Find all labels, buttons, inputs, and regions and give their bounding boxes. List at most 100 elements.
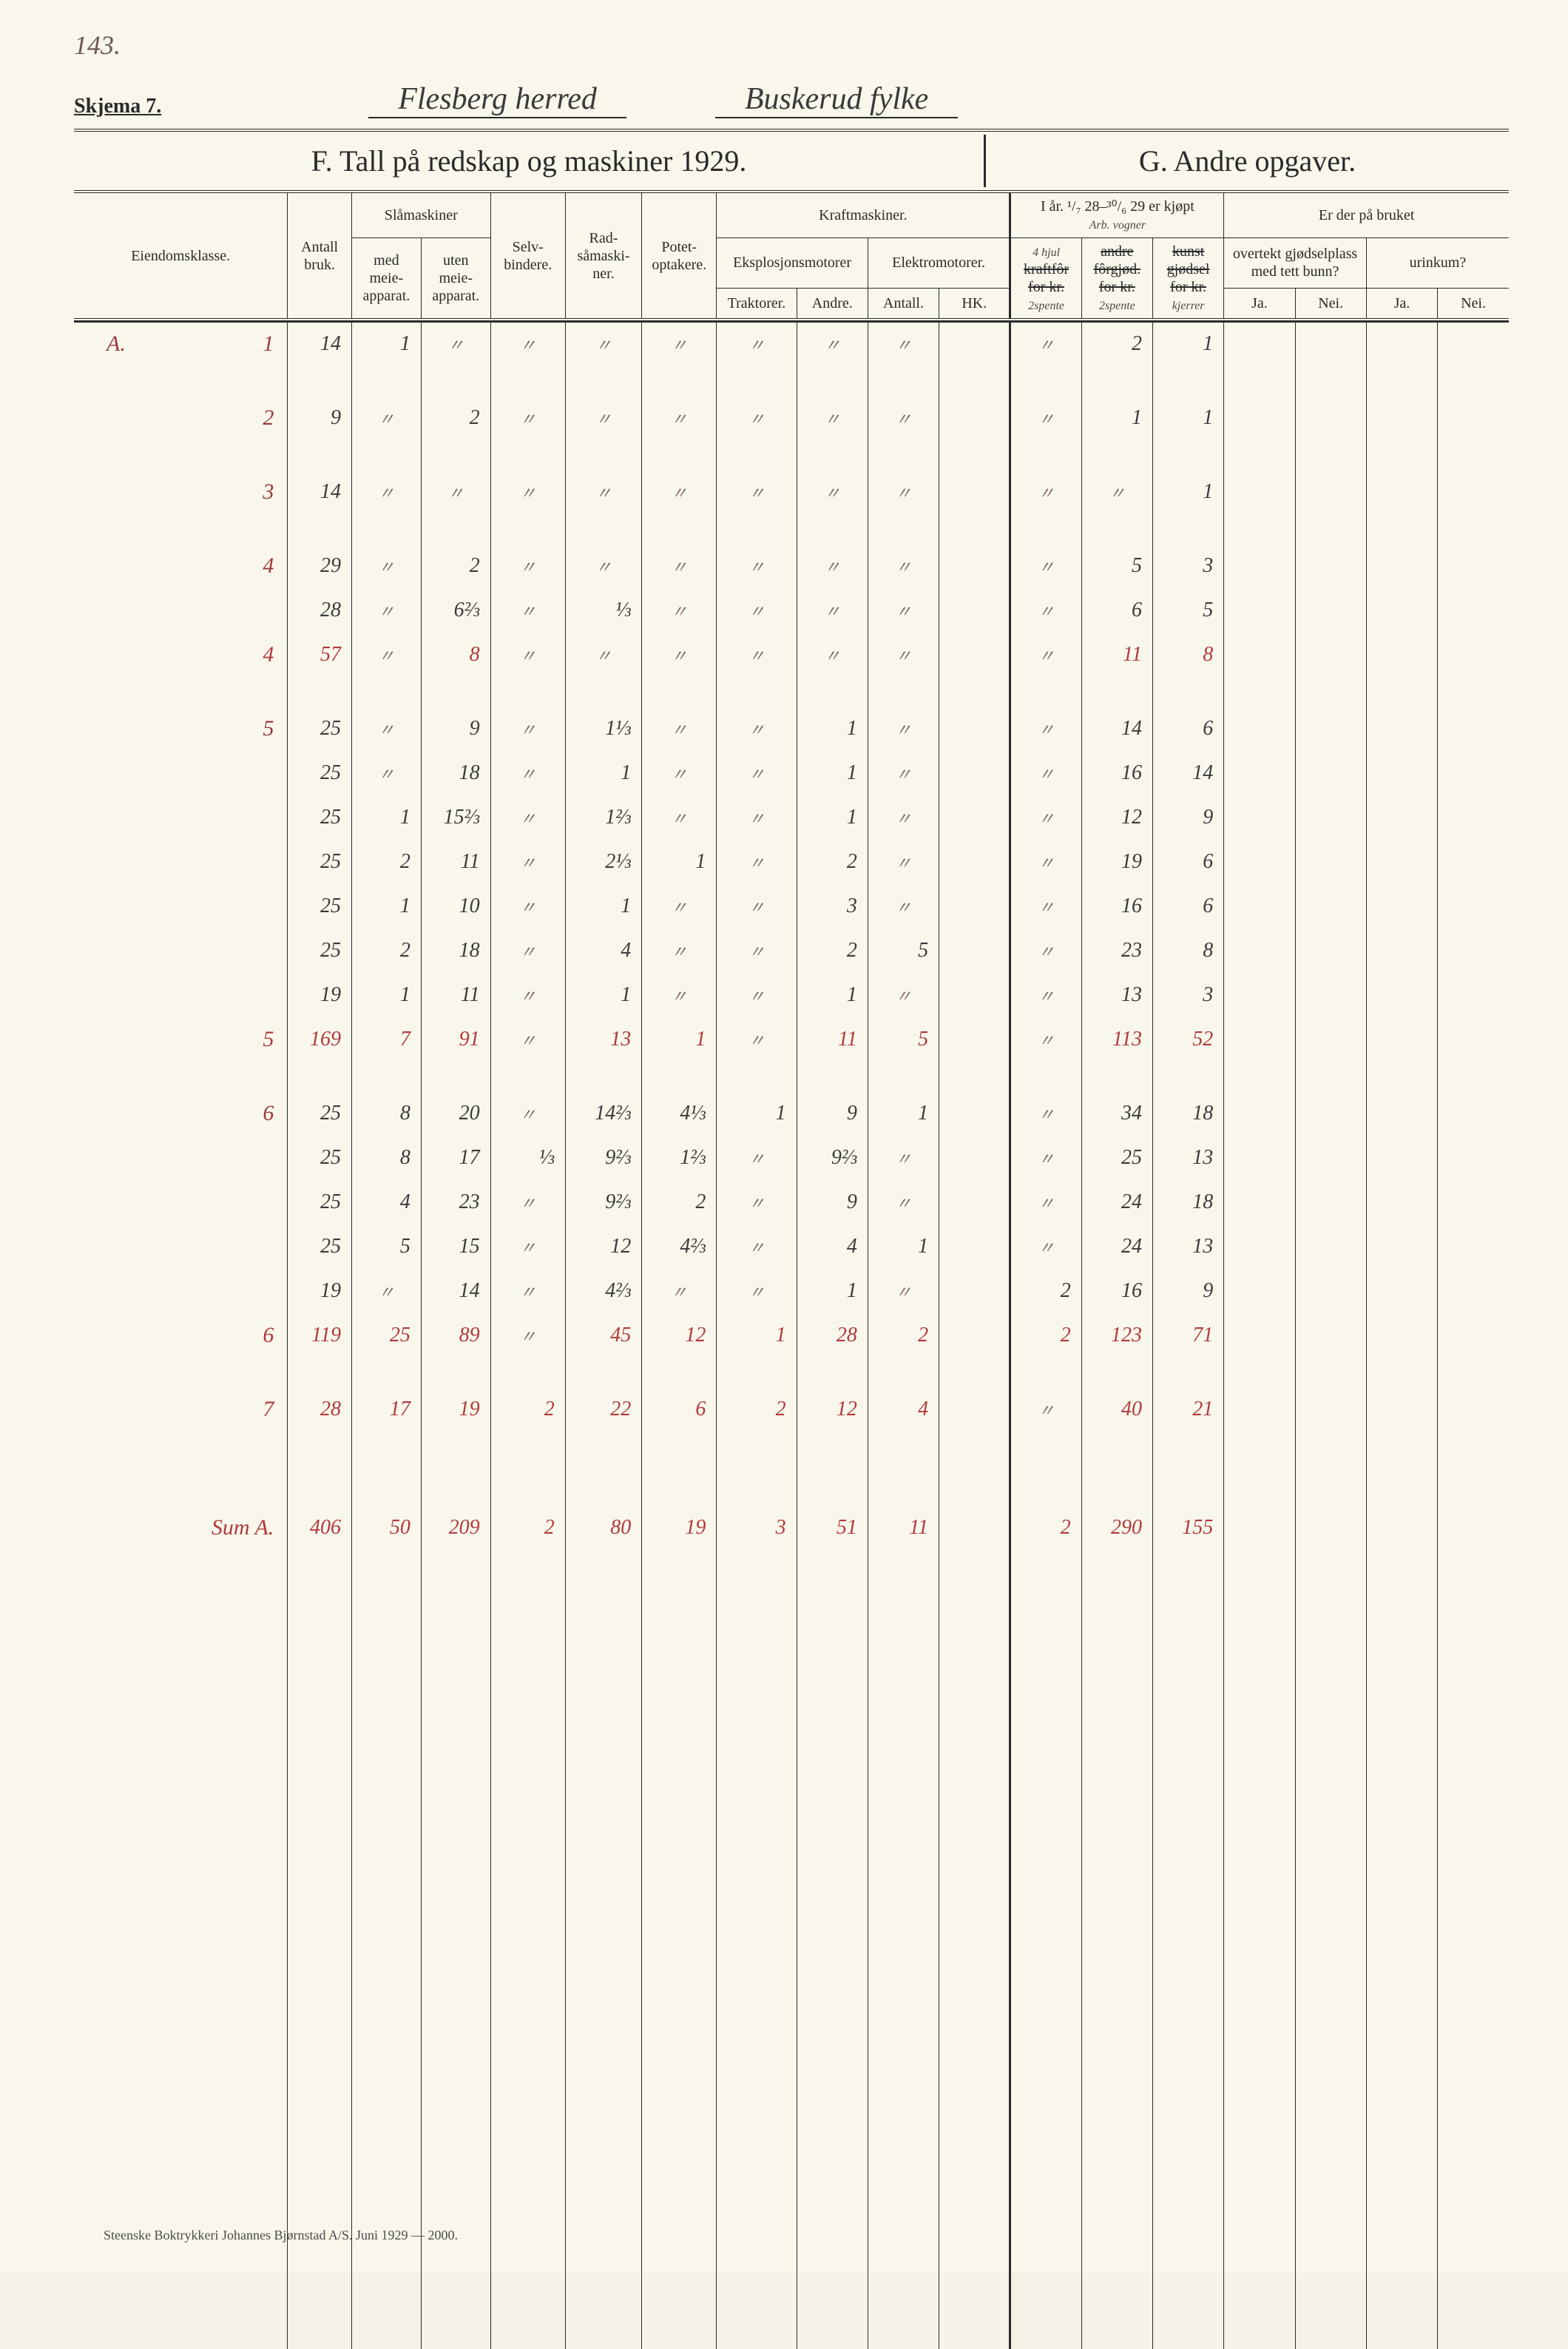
cell	[939, 2216, 1010, 2260]
cell	[565, 1772, 641, 1816]
cell: 25	[288, 840, 352, 884]
cell: 〃	[868, 840, 939, 884]
cell: 2	[351, 840, 421, 884]
cell: 1	[565, 973, 641, 1017]
cell	[797, 2127, 868, 2171]
table-row	[74, 1358, 1509, 1387]
cell	[490, 1639, 565, 1683]
cell	[1224, 884, 1295, 929]
cell	[421, 1639, 490, 1683]
cell	[490, 1861, 565, 1905]
cell	[642, 677, 717, 707]
table-row	[74, 1432, 1509, 1506]
cell: 1⅓	[565, 707, 641, 751]
table-row	[74, 1683, 1509, 1728]
cell: 113	[1081, 1017, 1152, 1062]
cell	[939, 1506, 1010, 1550]
cell	[717, 1594, 797, 1639]
cell	[1366, 1594, 1437, 1639]
cell: 〃	[642, 973, 717, 1017]
cell	[939, 1313, 1010, 1358]
cell	[288, 1432, 352, 1506]
cell	[288, 1728, 352, 1772]
cell	[351, 2083, 421, 2127]
cell: 22	[565, 1387, 641, 1432]
cell	[1366, 366, 1437, 396]
cell	[717, 1550, 797, 1594]
cell	[1224, 1994, 1295, 2038]
h-kjerrer: kjerrer	[1172, 300, 1205, 312]
cell: 18	[421, 751, 490, 795]
cell	[1366, 1358, 1437, 1387]
cell: 〃	[490, 973, 565, 1017]
cell: 19	[1081, 840, 1152, 884]
cell: 〃	[868, 1136, 939, 1180]
cell	[351, 2305, 421, 2349]
cell	[1366, 440, 1437, 470]
cell	[1366, 1905, 1437, 1949]
cell: 1	[1152, 470, 1223, 514]
cell	[1366, 544, 1437, 588]
cell: 2	[351, 929, 421, 973]
h-slaamaskiner: Slåmaskiner	[351, 193, 490, 238]
cell	[939, 1091, 1010, 1136]
cell: 3	[797, 884, 868, 929]
cell: 〃	[642, 1269, 717, 1313]
cell: 16	[1081, 751, 1152, 795]
cell	[1224, 1269, 1295, 1313]
cell: 2	[1081, 322, 1152, 366]
cell	[288, 2083, 352, 2127]
cell	[797, 2038, 868, 2083]
cell: 4	[797, 1224, 868, 1269]
cell: 20	[421, 1091, 490, 1136]
cell	[797, 1550, 868, 1594]
cell	[1010, 1816, 1081, 1861]
cell: 12	[565, 1224, 641, 1269]
cell	[939, 1861, 1010, 1905]
cell	[1295, 1091, 1366, 1136]
cell	[1366, 1387, 1437, 1432]
cell	[490, 1949, 565, 1994]
cell	[1081, 1728, 1152, 1772]
cell	[490, 1432, 565, 1506]
cell	[939, 929, 1010, 973]
cell: 〃	[490, 322, 565, 366]
row-label	[74, 1949, 288, 1994]
cell	[1366, 2216, 1437, 2260]
table-row: 5169791〃131〃115〃11352	[74, 1017, 1509, 1062]
cell	[642, 1062, 717, 1091]
cell: 1	[797, 973, 868, 1017]
cell: 〃	[717, 973, 797, 1017]
cell	[565, 440, 641, 470]
cell	[939, 1136, 1010, 1180]
cell	[1295, 366, 1366, 396]
cell: 〃	[565, 396, 641, 440]
h-kunstgjodsel: kunst gjødsel for kr. kjerrer	[1152, 238, 1223, 319]
cell: 9⅔	[797, 1136, 868, 1180]
skjema-label: Skjema 7.	[74, 95, 161, 118]
cell	[1010, 366, 1081, 396]
cell: 〃	[868, 322, 939, 366]
cell	[351, 1639, 421, 1683]
cell: 〃	[490, 1017, 565, 1062]
cell: 〃	[1010, 1224, 1081, 1269]
cell	[1224, 2083, 1295, 2127]
row-label	[74, 677, 288, 707]
cell	[1366, 929, 1437, 973]
row-label	[74, 440, 288, 470]
cell	[565, 1432, 641, 1506]
cell: 〃	[490, 396, 565, 440]
h-kjopt: I år. ¹/₇ 28–³⁰/₆ 29 er kjøpt Arb. vogne…	[1010, 193, 1224, 238]
cell	[351, 1550, 421, 1594]
cell: 〃	[642, 707, 717, 751]
cell	[717, 1683, 797, 1728]
table-row: 25211〃2⅓1〃2〃〃196	[74, 840, 1509, 884]
cell	[797, 1994, 868, 2038]
cell: 〃	[565, 544, 641, 588]
h-arb-vogner: Arb. vogner	[1089, 219, 1146, 232]
cell	[288, 1905, 352, 1949]
cell	[1152, 2305, 1223, 2349]
cell	[421, 1949, 490, 1994]
cell	[868, 1594, 939, 1639]
table-row: 25110〃1〃〃3〃〃166	[74, 884, 1509, 929]
